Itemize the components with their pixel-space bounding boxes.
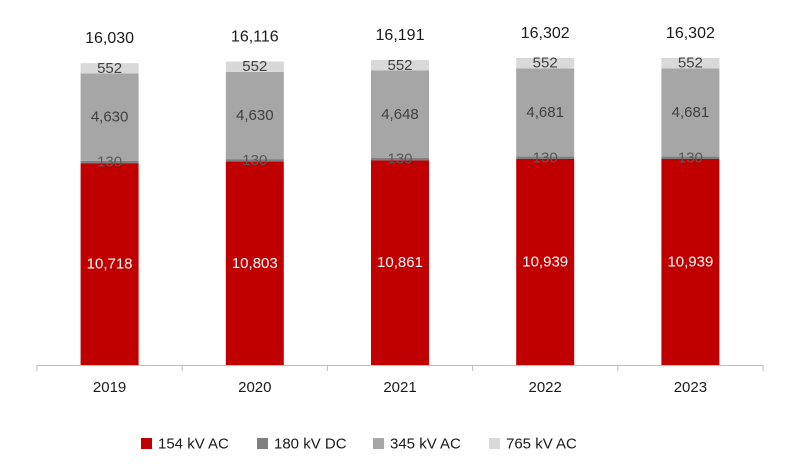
segment-value-label: 10,939: [667, 253, 713, 270]
segment-value-label: 4,681: [526, 104, 564, 121]
bar-segment: [80, 160, 139, 164]
total-label: 16,302: [666, 25, 715, 42]
bar-segment: [371, 160, 429, 365]
legend-label: 765 kV AC: [506, 436, 577, 453]
bar-segment: [661, 156, 720, 159]
segment-value-label: 10,861: [377, 254, 423, 271]
total-label: 16,302: [521, 25, 570, 42]
x-tick-label: 2023: [674, 379, 707, 396]
legend-label: 154 kV AC: [158, 436, 229, 453]
segment-value-label: 130: [387, 151, 412, 168]
bar-segment: [80, 73, 139, 161]
total-label: 16,191: [376, 27, 425, 44]
total-labels-group: 16,030 16,116 16,191 16,302 16,302: [85, 25, 715, 47]
segment-value-label: 130: [242, 152, 267, 169]
bar-segment: [661, 58, 720, 69]
segment-value-label: 130: [678, 149, 703, 166]
bar-segment: [661, 158, 720, 365]
bar-segment: [516, 58, 575, 69]
x-axis: 2019 2020 2021 2022 2023: [36, 365, 764, 396]
segment-value-label: 4,630: [91, 109, 129, 126]
segment-value-label: 552: [533, 55, 558, 72]
bar-segment: [516, 156, 575, 159]
bar-segment: [225, 161, 284, 365]
segment-value-label: 4,648: [381, 106, 419, 123]
legend-label: 345 kV AC: [390, 436, 461, 453]
bar-segment: [225, 71, 284, 160]
segment-value-label: 4,630: [236, 107, 274, 124]
bar-segment: [371, 60, 429, 71]
bar-segment: [225, 61, 284, 72]
bar-segment: [516, 158, 575, 365]
bar-segment: [225, 159, 284, 162]
total-label: 16,030: [85, 30, 134, 47]
bar-segment: [516, 68, 575, 157]
bars-group: [80, 58, 720, 365]
legend-swatch: [257, 438, 268, 449]
legend-swatch: [373, 438, 384, 449]
x-tick-label: 2022: [529, 379, 562, 396]
bar-segment: [661, 68, 720, 157]
segment-value-label: 4,681: [672, 104, 710, 121]
segment-value-label: 10,803: [232, 255, 278, 272]
legend-swatch: [141, 438, 152, 449]
segment-value-label: 130: [533, 149, 558, 166]
bar-segment: [80, 63, 139, 74]
x-tick-label: 2020: [238, 379, 271, 396]
legend-swatch: [489, 438, 500, 449]
segment-value-label: 10,718: [87, 256, 133, 273]
segment-value-label: 552: [97, 60, 122, 77]
bar-segment: [80, 163, 139, 365]
bar-segment: [371, 158, 429, 161]
segment-value-label: 552: [678, 55, 703, 72]
legend-label: 180 kV DC: [274, 436, 347, 453]
x-tick-label: 2019: [93, 379, 126, 396]
segment-value-label: 10,939: [522, 253, 568, 270]
legend: 154 kV AC 180 kV DC 345 kV AC 765 kV AC: [141, 436, 577, 453]
bar-segment: [371, 70, 429, 159]
total-label: 16,116: [231, 29, 279, 46]
segment-value-label: 130: [97, 153, 122, 170]
segment-value-label: 552: [387, 57, 412, 74]
segment-labels-group: 10,718 130 4,630 552 10,803 130 4,630 552 10,861…: [87, 55, 714, 273]
segment-value-label: 552: [242, 58, 267, 75]
x-tick-label: 2021: [383, 379, 416, 396]
